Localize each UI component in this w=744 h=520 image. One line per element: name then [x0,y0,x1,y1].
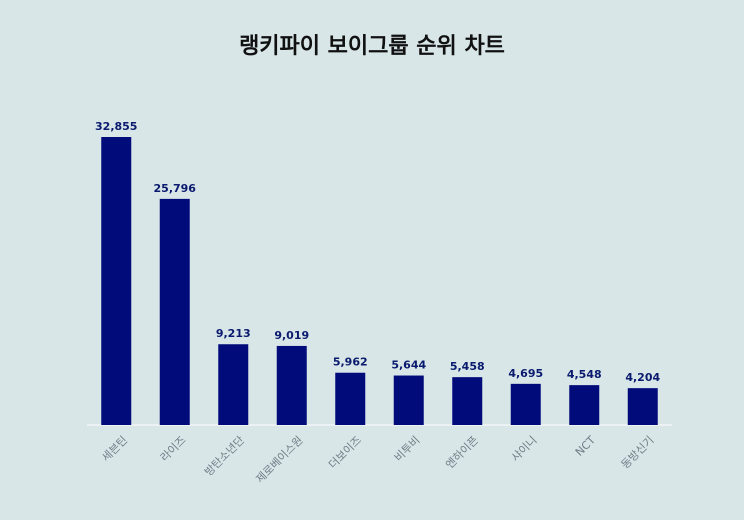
x-tick-label: 비투비 [392,434,423,465]
x-tick-label: 제로베이스원 [253,434,305,486]
x-tick-label: 라이즈 [158,434,189,465]
chart-title: 랭키파이 보이그룹 순위 차트 [239,34,505,59]
data-label: 9,019 [274,329,309,342]
bar [218,344,249,425]
data-label: 4,548 [567,368,602,381]
bar [452,377,483,425]
bar [276,345,307,425]
x-tick-label: 샤이니 [509,434,540,465]
x-tick-label: 세븐틴 [99,434,130,465]
data-label: 4,204 [625,371,660,384]
bar [101,137,132,425]
bar [335,372,366,425]
data-label: 5,644 [391,359,426,372]
data-label: 9,213 [216,327,251,340]
x-tick-label: 더보이즈 [326,434,364,472]
bar [627,388,658,425]
x-tick-label: 동방신기 [619,434,657,472]
bar [510,383,541,425]
data-label: 5,962 [333,356,368,369]
data-label: 5,458 [450,360,485,373]
data-label: 25,796 [154,182,197,195]
bar [159,198,190,425]
bar [393,375,424,425]
data-label: 4,695 [508,367,543,380]
x-tick-label: NCT [573,433,598,458]
x-tick-label: 엔하이픈 [443,433,482,472]
data-label: 32,855 [95,120,137,133]
bar [569,385,600,425]
x-tick-label: 방탄소년단 [202,434,247,479]
